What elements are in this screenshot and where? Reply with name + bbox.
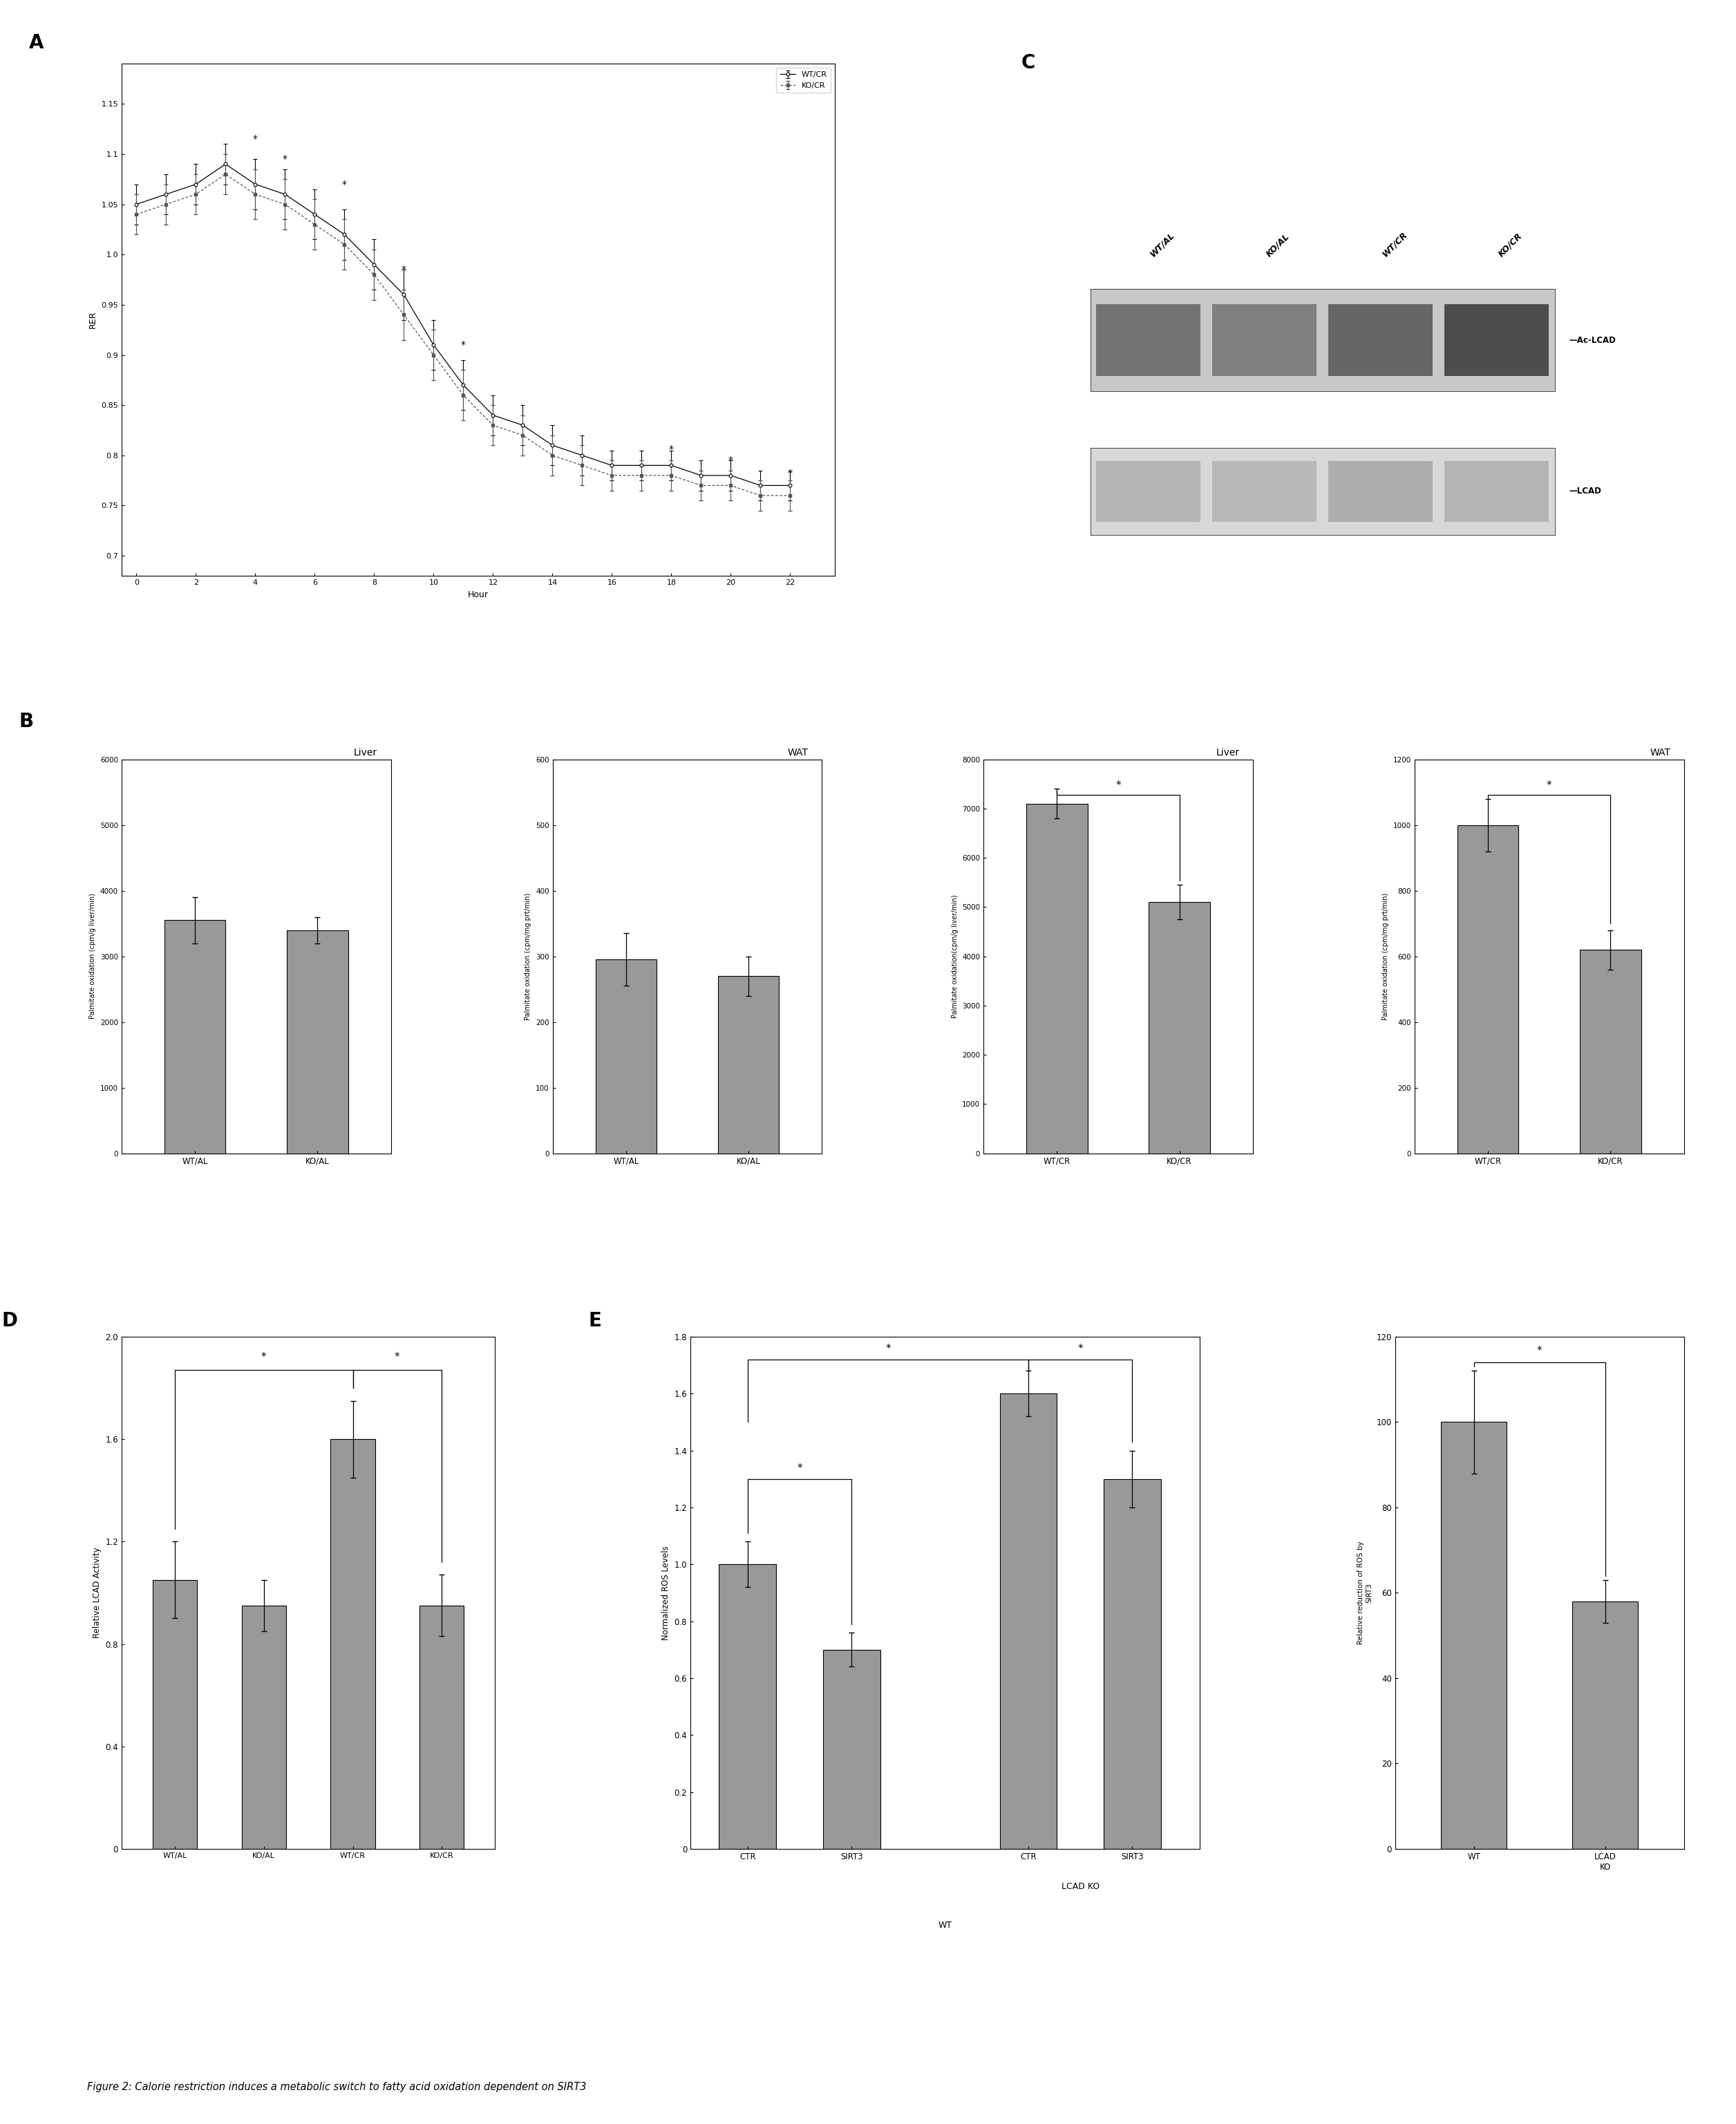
Text: *: * [1536,1344,1542,1355]
Text: WT/CR: WT/CR [1380,229,1410,259]
Text: *: * [283,155,288,164]
Bar [1000,1393,1057,1848]
Text: Liver: Liver [1215,748,1240,758]
Legend: WT/CR, KO/CR: WT/CR, KO/CR [776,68,832,93]
Text: *: * [460,340,465,350]
Bar [1580,949,1641,1153]
Text: —Ac-LCAD: —Ac-LCAD [1569,336,1616,344]
Text: Figure 2: Calorie restriction induces a metabolic switch to fatty acid oxidation: Figure 2: Calorie restriction induces a … [87,2082,587,2092]
Bar [153,1580,198,1848]
Text: KO/CR: KO/CR [1496,232,1524,259]
Bar [165,920,226,1153]
Text: *: * [394,1353,399,1361]
Text: *: * [260,1353,267,1361]
Bar [1212,461,1316,523]
Text: *: * [788,469,793,478]
Text: *: * [253,134,257,144]
Text: A: A [30,34,43,53]
Text: LCAD KO: LCAD KO [1061,1882,1099,1890]
Y-axis label: Palmitate oxidation (cpm/g liver/min): Palmitate oxidation (cpm/g liver/min) [89,894,95,1020]
Bar [1458,824,1519,1153]
Text: *: * [885,1342,891,1353]
Bar [1212,304,1316,376]
Bar [420,1606,464,1848]
Text: E: E [589,1311,602,1330]
Bar [717,975,779,1153]
Text: WAT: WAT [1649,748,1670,758]
Text: WT: WT [937,1920,951,1929]
Y-axis label: Relative reduction of ROS by
SIRT3: Relative reduction of ROS by SIRT3 [1358,1542,1373,1644]
Text: Liver: Liver [354,748,377,758]
Text: WAT: WAT [788,748,809,758]
Bar [1026,803,1088,1153]
Text: *: * [1078,1342,1083,1353]
Bar [1095,461,1201,523]
Bar [1444,304,1549,376]
Bar [823,1650,880,1848]
Y-axis label: Palmitate oxidation(cpm/g liver/min): Palmitate oxidation(cpm/g liver/min) [951,894,958,1017]
Bar [1444,461,1549,523]
Text: *: * [1116,780,1121,790]
Text: *: * [401,266,406,274]
Y-axis label: Palmitate oxidation (cpm/mg prt/min): Palmitate oxidation (cpm/mg prt/min) [524,892,531,1020]
Text: *: * [342,178,347,189]
Text: *: * [1547,780,1552,790]
Y-axis label: Relative LCAD Activity: Relative LCAD Activity [92,1546,101,1638]
Bar [1095,304,1201,376]
Bar [595,960,656,1153]
Y-axis label: Palmitate oxidation (cpm/mg prt/min): Palmitate oxidation (cpm/mg prt/min) [1382,892,1389,1020]
Bar [330,1440,375,1848]
Bar [1149,903,1210,1153]
Bar [1328,461,1432,523]
X-axis label: Hour: Hour [467,590,488,599]
Text: B: B [19,712,33,731]
Text: KO/AL: KO/AL [1264,232,1292,259]
Bar [1573,1601,1639,1848]
Text: WT/AL: WT/AL [1147,229,1177,259]
Bar [241,1606,286,1848]
Bar [286,930,347,1153]
Text: *: * [668,444,674,455]
Bar [1441,1423,1507,1848]
Y-axis label: Normalized ROS Levels: Normalized ROS Levels [661,1546,670,1640]
Y-axis label: RER: RER [89,310,97,329]
Bar [1328,304,1432,376]
Text: D: D [2,1311,17,1330]
Text: *: * [797,1463,802,1474]
Text: C: C [1021,53,1035,72]
Text: —LCAD: —LCAD [1569,486,1601,495]
Text: *: * [729,455,733,465]
Bar [719,1563,776,1848]
Bar [1104,1478,1161,1848]
